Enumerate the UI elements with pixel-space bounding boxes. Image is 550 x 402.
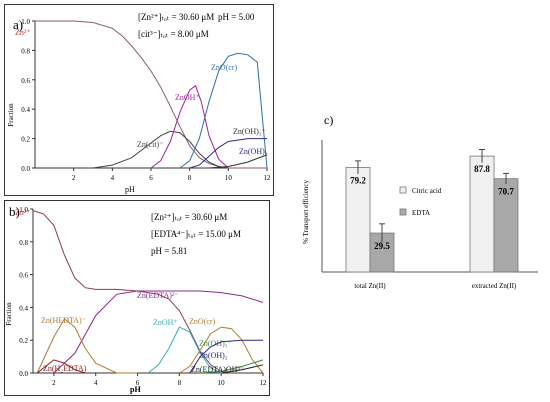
condition-zn-tot-b: [Zn²⁺]ₜₒₜ = 30.60 μM — [151, 212, 227, 222]
data-label: 79.2 — [350, 175, 366, 185]
y-tick-label: 0.6 — [19, 272, 28, 280]
condition-cit-tot-a: [cit³⁻]ₜₒₜ = 8.00 μM — [138, 29, 209, 39]
x-axis-label-b: pH — [130, 385, 141, 394]
series-label-3: ZnO(cr) — [211, 63, 238, 72]
series-label-5: ZnO(cr) — [189, 317, 216, 326]
x-tick-label: 2 — [52, 379, 56, 387]
series-label-5: Zn(OH)₂ — [239, 147, 268, 156]
x-axis-label-a: pH — [125, 185, 135, 194]
chart-panel-c: c) % Transport efficiency 79.2 29.5 total … — [282, 100, 548, 400]
y-tick-label: 0.2 — [21, 136, 30, 144]
x-tick-label: 4 — [94, 379, 98, 387]
series-line-4 — [147, 326, 222, 374]
chart-panel-a: a) [Zn²⁺]ₜₒₜ = 30.60 μM pH = 5.00 [cit³⁻… — [4, 4, 274, 196]
series-label-6: Zn(OH)₃⁻ — [199, 339, 232, 348]
y-tick-label: 1.0 — [19, 206, 28, 214]
y-axis-label-b: Fraction — [5, 302, 13, 326]
data-label: 70.7 — [498, 187, 514, 197]
series-line-5 — [179, 326, 264, 374]
data-label: 87.8 — [474, 164, 490, 174]
x-tick-label: 12 — [264, 174, 272, 182]
x-tick-label: 4 — [111, 174, 115, 182]
y-tick-label: 0.8 — [21, 47, 30, 55]
series-label-4: ZnOH⁺ — [153, 318, 178, 327]
x-tick-label: 8 — [178, 379, 182, 387]
y-axis-label-c: % Transport efficiency — [302, 179, 310, 244]
chart-b-svg: b) [Zn²⁺]ₜₒₜ = 30.60 μM [EDTA⁴⁻]ₜₒₜ = 15… — [5, 204, 268, 394]
series-label-2: Zn(HEDTA)⁻ — [41, 316, 86, 325]
series-line-1 — [92, 130, 229, 169]
series-label-4: Zn(OH)₃⁻ — [233, 127, 266, 136]
x-tick-label: 6 — [136, 379, 140, 387]
series-line-7 — [189, 339, 263, 374]
category-label: total Zn(II) — [354, 282, 386, 290]
legend-swatch-1 — [399, 208, 407, 216]
y-tick-label: 0.0 — [21, 165, 30, 173]
y-axis-label-a: Fraction — [7, 103, 15, 127]
series-label-7: Zn(OH)₂ — [199, 351, 228, 360]
series-label-0: Zn²⁺ — [15, 208, 31, 217]
series-line-8 — [221, 364, 264, 374]
legend-label-0: Citric acid — [412, 187, 442, 195]
y-tick-label: 0.4 — [21, 106, 30, 114]
series-line-1 — [53, 290, 264, 374]
series-line-6 — [200, 359, 264, 374]
y-tick-label: 1.0 — [21, 18, 30, 26]
series-label-1: Zn(EDTA)²⁻ — [137, 291, 179, 300]
series-label-2: ZnOH⁺ — [175, 93, 200, 102]
condition-edta-tot-b: [EDTA⁴⁻]ₜₒₜ = 15.00 μM — [151, 229, 241, 239]
data-label: 29.5 — [374, 241, 390, 251]
condition-ph-a: pH = 5.00 — [218, 12, 255, 22]
x-tick-label: 10 — [225, 174, 233, 182]
panel-label-b: b) — [9, 204, 20, 219]
series-line-2 — [36, 318, 138, 374]
x-tick-label: 2 — [72, 174, 76, 182]
series-label-8: Zn(EDTA)OH³⁻ — [191, 365, 244, 374]
bar-1-0 — [469, 155, 495, 273]
legend-swatch-0 — [399, 186, 407, 194]
series-line-3 — [36, 359, 86, 374]
y-tick-label: 0.0 — [19, 370, 28, 378]
y-tick-label: 0.8 — [19, 239, 28, 247]
x-tick-label: 10 — [218, 379, 226, 387]
chart-c-svg: c) % Transport efficiency 79.2 29.5 total … — [302, 113, 538, 290]
condition-ph-b: pH = 5.81 — [151, 246, 187, 256]
y-tick-label: 0.4 — [19, 304, 28, 312]
series-line-4 — [208, 154, 268, 169]
condition-zn-tot-a: [Zn²⁺]ₜₒₜ = 30.60 μM — [138, 12, 214, 22]
series-label-0: Zn²⁺ — [15, 28, 31, 37]
series-line-5 — [189, 138, 267, 169]
series-line-2 — [150, 84, 229, 169]
x-tick-label: 8 — [188, 174, 192, 182]
x-tick-label: 12 — [260, 379, 268, 387]
series-label-1: Zn(cit)⁻ — [137, 140, 163, 149]
category-label: extracted Zn(II) — [472, 282, 517, 290]
series-label-3: Zn(H₂EDTA) — [43, 364, 87, 373]
panel-label-c: c) — [324, 113, 333, 127]
chart-panel-b: b) [Zn²⁺]ₜₒₜ = 30.60 μM [EDTA⁴⁻]ₜₒₜ = 15… — [4, 200, 270, 396]
series-line-3 — [179, 52, 268, 169]
bar-0-0 — [345, 167, 371, 273]
x-tick-label: 6 — [149, 174, 153, 182]
y-tick-label: 0.2 — [19, 337, 28, 345]
legend-label-1: EDTA — [412, 209, 430, 217]
panel-label-a: a) — [13, 17, 23, 32]
y-tick-label: 0.6 — [21, 77, 30, 85]
chart-a-svg: a) [Zn²⁺]ₜₒₜ = 30.60 μM pH = 5.00 [cit³⁻… — [7, 12, 272, 194]
